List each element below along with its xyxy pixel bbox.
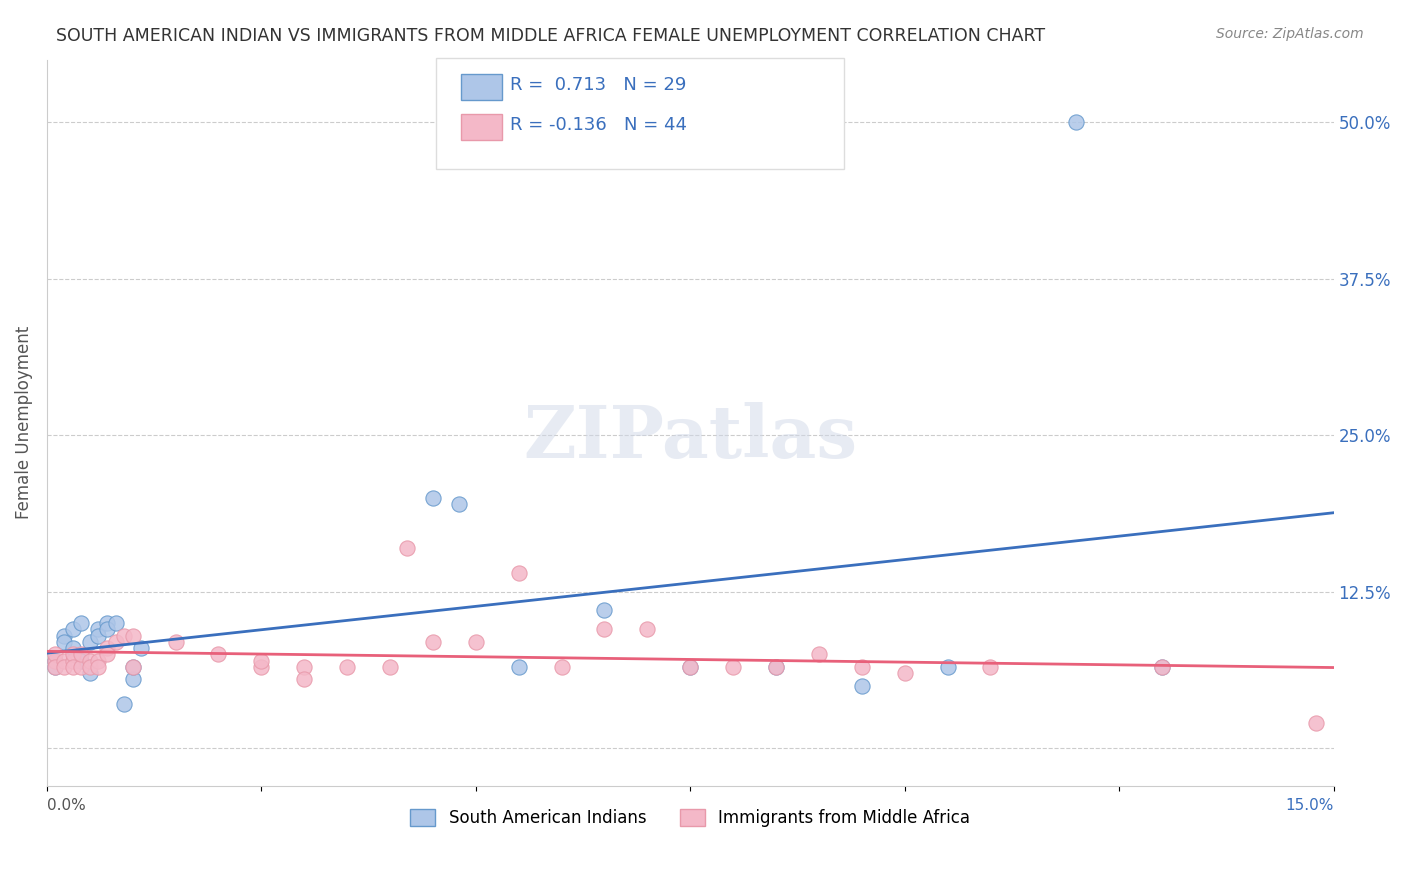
- Point: [79, 666, 101, 681]
- Point: [422, 491, 444, 505]
- Point: [79, 660, 101, 674]
- Point: [121, 660, 143, 674]
- Point: [1150, 660, 1173, 674]
- Point: [62, 641, 84, 656]
- Point: [1064, 115, 1087, 129]
- Point: [70, 654, 93, 668]
- Point: [121, 673, 143, 687]
- Point: [70, 615, 93, 630]
- Point: [70, 648, 93, 662]
- Point: [292, 660, 315, 674]
- Point: [87, 622, 110, 636]
- Point: [96, 615, 118, 630]
- Point: [53, 635, 76, 649]
- Point: [550, 660, 572, 674]
- Point: [87, 654, 110, 668]
- Point: [112, 628, 135, 642]
- Point: [765, 660, 787, 674]
- Point: [292, 673, 315, 687]
- Point: [979, 660, 1001, 674]
- Point: [336, 660, 359, 674]
- Point: [44, 660, 66, 674]
- Point: [44, 648, 66, 662]
- Text: R = -0.136   N = 44: R = -0.136 N = 44: [510, 116, 688, 134]
- Text: 15.0%: 15.0%: [1285, 798, 1333, 814]
- Point: [44, 660, 66, 674]
- Point: [721, 660, 744, 674]
- Point: [250, 654, 273, 668]
- Point: [79, 654, 101, 668]
- Point: [851, 660, 873, 674]
- Point: [851, 679, 873, 693]
- Text: SOUTH AMERICAN INDIAN VS IMMIGRANTS FROM MIDDLE AFRICA FEMALE UNEMPLOYMENT CORRE: SOUTH AMERICAN INDIAN VS IMMIGRANTS FROM…: [56, 27, 1046, 45]
- Point: [62, 622, 84, 636]
- Point: [104, 635, 127, 649]
- Point: [893, 666, 915, 681]
- Point: [464, 635, 486, 649]
- Point: [679, 660, 702, 674]
- Point: [765, 660, 787, 674]
- Point: [96, 622, 118, 636]
- Text: R =  0.713   N = 29: R = 0.713 N = 29: [510, 76, 686, 94]
- Point: [53, 654, 76, 668]
- Point: [96, 648, 118, 662]
- Point: [936, 660, 959, 674]
- Point: [79, 635, 101, 649]
- Point: [593, 622, 616, 636]
- Point: [447, 497, 470, 511]
- Point: [636, 622, 658, 636]
- Text: Source: ZipAtlas.com: Source: ZipAtlas.com: [1216, 27, 1364, 41]
- Point: [378, 660, 401, 674]
- Point: [422, 635, 444, 649]
- Point: [121, 660, 143, 674]
- Point: [508, 566, 530, 580]
- Point: [807, 648, 830, 662]
- Point: [44, 654, 66, 668]
- Point: [62, 648, 84, 662]
- Point: [87, 628, 110, 642]
- Point: [250, 660, 273, 674]
- Point: [1150, 660, 1173, 674]
- Point: [96, 641, 118, 656]
- Point: [121, 628, 143, 642]
- Point: [679, 660, 702, 674]
- Text: 0.0%: 0.0%: [46, 798, 86, 814]
- Point: [70, 660, 93, 674]
- Legend: South American Indians, Immigrants from Middle Africa: South American Indians, Immigrants from …: [402, 801, 979, 836]
- Point: [1305, 716, 1327, 731]
- Point: [207, 648, 229, 662]
- Point: [104, 615, 127, 630]
- Point: [62, 660, 84, 674]
- Point: [165, 635, 187, 649]
- Point: [593, 603, 616, 617]
- Text: ZIPatlas: ZIPatlas: [523, 401, 858, 473]
- Point: [44, 654, 66, 668]
- Point: [129, 641, 152, 656]
- Point: [112, 698, 135, 712]
- Point: [53, 660, 76, 674]
- Point: [53, 628, 76, 642]
- Point: [87, 660, 110, 674]
- Point: [396, 541, 419, 555]
- Y-axis label: Female Unemployment: Female Unemployment: [15, 326, 32, 519]
- Point: [508, 660, 530, 674]
- Point: [62, 654, 84, 668]
